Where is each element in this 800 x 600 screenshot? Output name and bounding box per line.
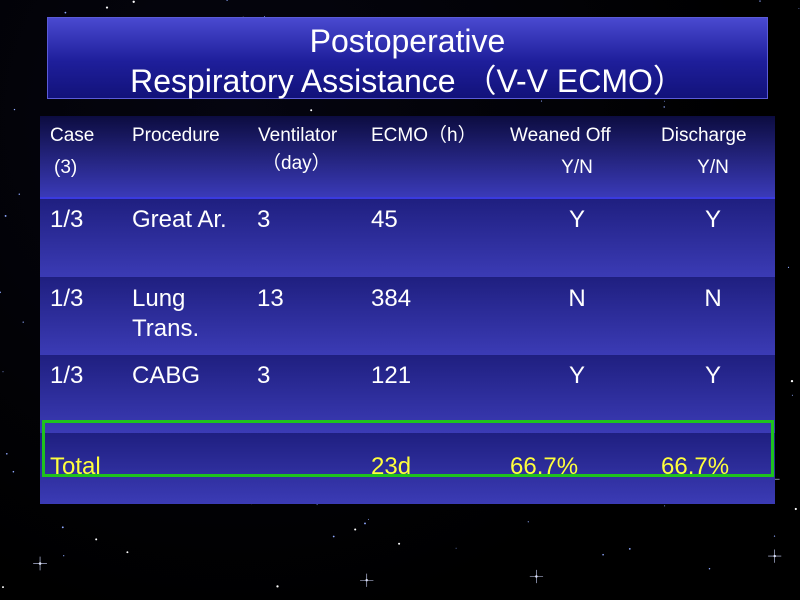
table-header: Case (3) Procedure Ventilator （day） ECMO… <box>40 116 775 199</box>
star <box>790 379 794 383</box>
header-case-count: (3) <box>54 157 78 178</box>
cell-procedure-line2: Trans. <box>132 315 200 342</box>
star-sparkle <box>768 549 782 563</box>
cell-ventilator: 3 <box>257 362 271 389</box>
header-ventilator-unit: （day） <box>262 153 331 174</box>
star <box>64 11 67 14</box>
cell-procedure: CABG <box>132 362 201 389</box>
star <box>540 100 543 102</box>
title-line-2: Respiratory Assistance （V-V ECMO） <box>130 63 685 99</box>
star <box>798 8 800 9</box>
title-box: Postoperative Respiratory Assistance （V-… <box>47 17 768 99</box>
star <box>12 470 15 473</box>
cell-case: 1/3 <box>50 362 84 389</box>
star <box>132 0 135 3</box>
star <box>663 106 665 108</box>
table-total-row: Total 23d 66.7% 66.7% <box>40 433 775 504</box>
star-sparkle <box>33 556 47 571</box>
star <box>628 548 631 550</box>
cell-discharge: N <box>704 285 722 312</box>
star <box>794 507 797 511</box>
star <box>226 0 228 1</box>
header-discharge-yn: Y/N <box>697 157 729 178</box>
star <box>455 547 457 549</box>
star <box>354 528 357 531</box>
header-procedure: Procedure <box>132 125 220 146</box>
star <box>2 371 4 373</box>
star <box>664 505 666 507</box>
header-weaned-yn: Y/N <box>561 157 593 178</box>
table-row: 1/3 Lung Trans. 13 384 N N <box>40 277 775 355</box>
total-highlight-box <box>42 420 774 477</box>
star <box>367 518 369 520</box>
star <box>787 266 790 269</box>
title-line-1: Postoperative <box>309 23 506 59</box>
star <box>61 526 64 529</box>
star-sparkle <box>529 569 544 584</box>
header-discharge: Discharge <box>661 125 747 146</box>
star <box>264 16 265 17</box>
cell-ventilator: 13 <box>257 285 284 312</box>
header-ecmo: ECMO（h） <box>371 125 477 146</box>
cell-ecmo: 45 <box>371 206 398 233</box>
star <box>316 504 318 506</box>
star <box>5 452 8 455</box>
star <box>773 535 776 537</box>
header-ventilator: Ventilator <box>258 125 338 146</box>
star <box>105 6 109 9</box>
star <box>364 522 366 525</box>
star <box>126 551 129 554</box>
star <box>310 109 313 112</box>
star <box>18 193 21 195</box>
cell-weaned: Y <box>568 362 585 389</box>
table-row: 1/3 Great Ar. 3 45 Y Y <box>40 199 775 277</box>
cell-ecmo: 384 <box>371 285 412 312</box>
star <box>22 321 24 323</box>
cell-discharge: Y <box>704 362 721 389</box>
cell-ventilator: 3 <box>257 206 271 233</box>
header-weaned-off: Weaned Off <box>510 125 611 146</box>
star <box>759 0 761 2</box>
cell-case: 1/3 <box>50 206 84 233</box>
star <box>95 538 98 541</box>
star <box>527 521 529 523</box>
star <box>791 394 793 396</box>
cell-ecmo: 121 <box>371 362 412 389</box>
star <box>332 535 335 538</box>
star <box>602 553 604 556</box>
cell-weaned: N <box>568 285 586 312</box>
star <box>276 585 279 588</box>
star-sparkle <box>360 573 374 587</box>
star <box>708 568 711 570</box>
results-table: Case (3) Procedure Ventilator （day） ECMO… <box>40 116 775 504</box>
star <box>13 108 16 111</box>
cell-case: 1/3 <box>50 285 84 312</box>
star <box>4 214 7 217</box>
star <box>63 555 65 557</box>
header-case: Case <box>50 125 95 146</box>
cell-weaned: Y <box>568 206 585 233</box>
cell-procedure: Great Ar. <box>132 206 227 233</box>
cell-procedure: Lung <box>132 285 186 312</box>
cell-discharge: Y <box>704 206 721 233</box>
star <box>398 542 401 545</box>
star <box>2 586 4 589</box>
star <box>663 100 665 102</box>
star <box>0 291 1 294</box>
